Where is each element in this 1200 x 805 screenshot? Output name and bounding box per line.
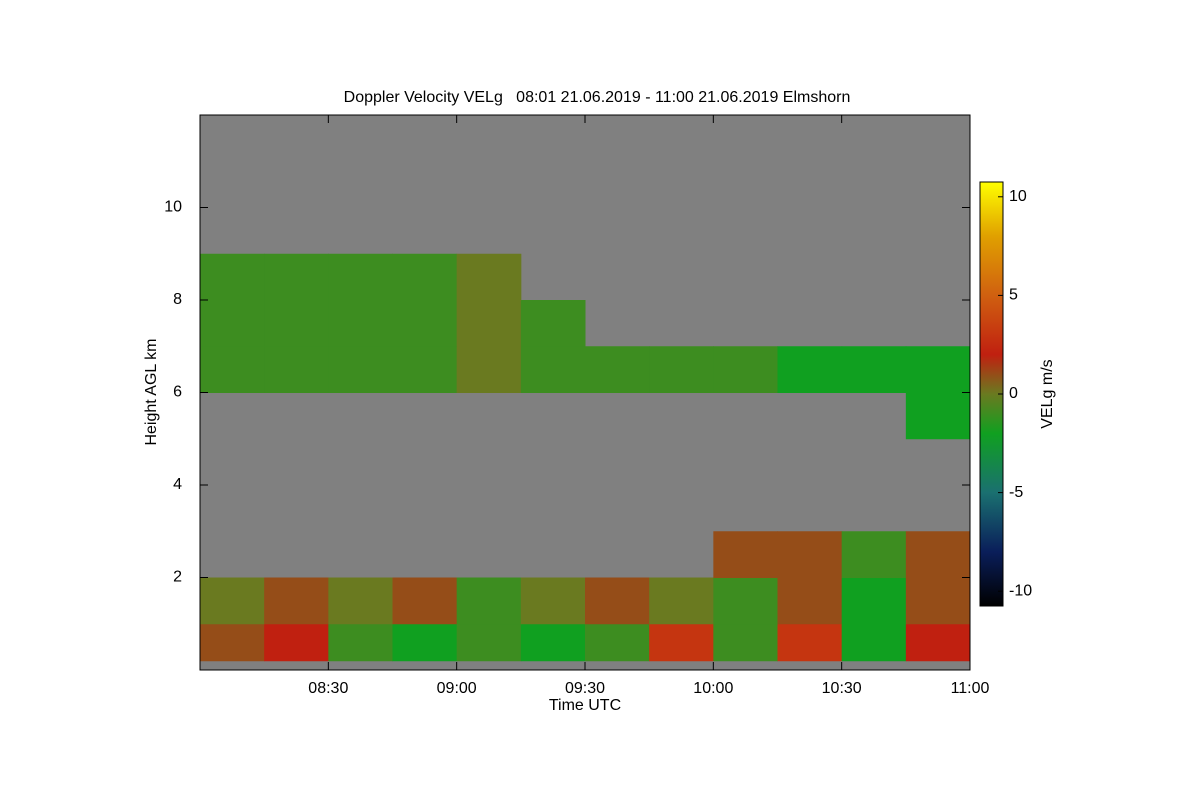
heatmap-cell <box>392 253 458 301</box>
heatmap-cell <box>264 346 329 393</box>
heatmap-cell <box>841 577 907 625</box>
heatmap-cell <box>328 577 393 625</box>
heatmap-cell <box>713 623 778 662</box>
colorbar-tick-label: 10 <box>1009 188 1027 205</box>
heatmap-cell <box>905 623 971 662</box>
heatmap-cell <box>328 623 393 662</box>
heatmap-cell <box>456 623 522 662</box>
colorbar-tick-label: 0 <box>1009 385 1018 402</box>
heatmap-cell <box>200 300 265 347</box>
y-tick-label: 8 <box>173 291 182 308</box>
heatmap-cell <box>200 253 265 301</box>
heatmap-cell <box>392 623 458 662</box>
heatmap-cell <box>585 577 650 625</box>
heatmap-cell <box>328 253 393 301</box>
heatmap-cell <box>200 623 265 662</box>
heatmap-cell <box>585 623 650 662</box>
heatmap-cell <box>200 346 265 393</box>
heatmap-cell <box>777 623 843 662</box>
x-tick-label: 09:30 <box>565 680 605 697</box>
heatmap-cell <box>520 623 586 662</box>
heatmap-cell <box>777 346 843 393</box>
heatmap-cell <box>905 577 971 625</box>
heatmap-cell <box>456 253 522 301</box>
x-axis-label: Time UTC <box>549 697 621 714</box>
heatmap-cell <box>264 253 329 301</box>
y-tick-label: 6 <box>173 384 182 401</box>
heatmap-cell <box>264 577 329 625</box>
chart-title: Doppler Velocity VELg 08:01 21.06.2019 -… <box>344 89 851 106</box>
heatmap-cell <box>520 346 586 393</box>
heatmap-cell <box>456 346 522 393</box>
colorbar-tick-label: -10 <box>1009 582 1032 599</box>
heatmap-cell <box>392 577 458 625</box>
heatmap-cell <box>905 531 971 578</box>
heatmap-cell <box>392 346 458 393</box>
heatmap-cell <box>328 300 393 347</box>
heatmap-cell <box>777 577 843 625</box>
heatmap-cell <box>649 577 714 625</box>
heatmap-cell <box>520 300 586 347</box>
heatmap-cell <box>713 577 778 625</box>
heatmap-cell <box>713 531 778 578</box>
y-tick-label: 10 <box>164 199 182 216</box>
heatmap-cell <box>841 623 907 662</box>
heatmap-cell <box>841 531 907 578</box>
heatmap-cell <box>777 531 843 578</box>
heatmap-cell <box>585 346 650 393</box>
heatmap-cell <box>649 623 714 662</box>
y-axis-label: Height AGL km <box>143 338 160 445</box>
heatmap-cell <box>520 577 586 625</box>
heatmap-cell <box>456 577 522 625</box>
heatmap-cell <box>456 300 522 347</box>
x-tick-label: 10:00 <box>693 680 733 697</box>
heatmap-cell <box>328 346 393 393</box>
x-tick-label: 08:30 <box>308 680 348 697</box>
y-tick-label: 2 <box>173 569 182 586</box>
heatmap-cell <box>649 346 714 393</box>
heatmap-cell <box>264 300 329 347</box>
colorbar-label: VELg m/s <box>1039 359 1056 428</box>
x-tick-label: 09:00 <box>437 680 477 697</box>
heatmap-cell <box>392 300 458 347</box>
heatmap-cell <box>905 346 971 393</box>
x-tick-label: 10:30 <box>822 680 862 697</box>
heatmap-cell <box>905 392 971 440</box>
heatmap-cell <box>841 346 907 393</box>
colorbar-tick-label: -5 <box>1009 484 1023 501</box>
heatmap-cell <box>713 346 778 393</box>
heatmap-cell <box>264 623 329 662</box>
y-tick-label: 4 <box>173 476 182 493</box>
x-tick-label: 11:00 <box>951 680 990 697</box>
colorbar-tick-label: 5 <box>1009 287 1018 304</box>
heatmap-cell <box>200 577 265 625</box>
